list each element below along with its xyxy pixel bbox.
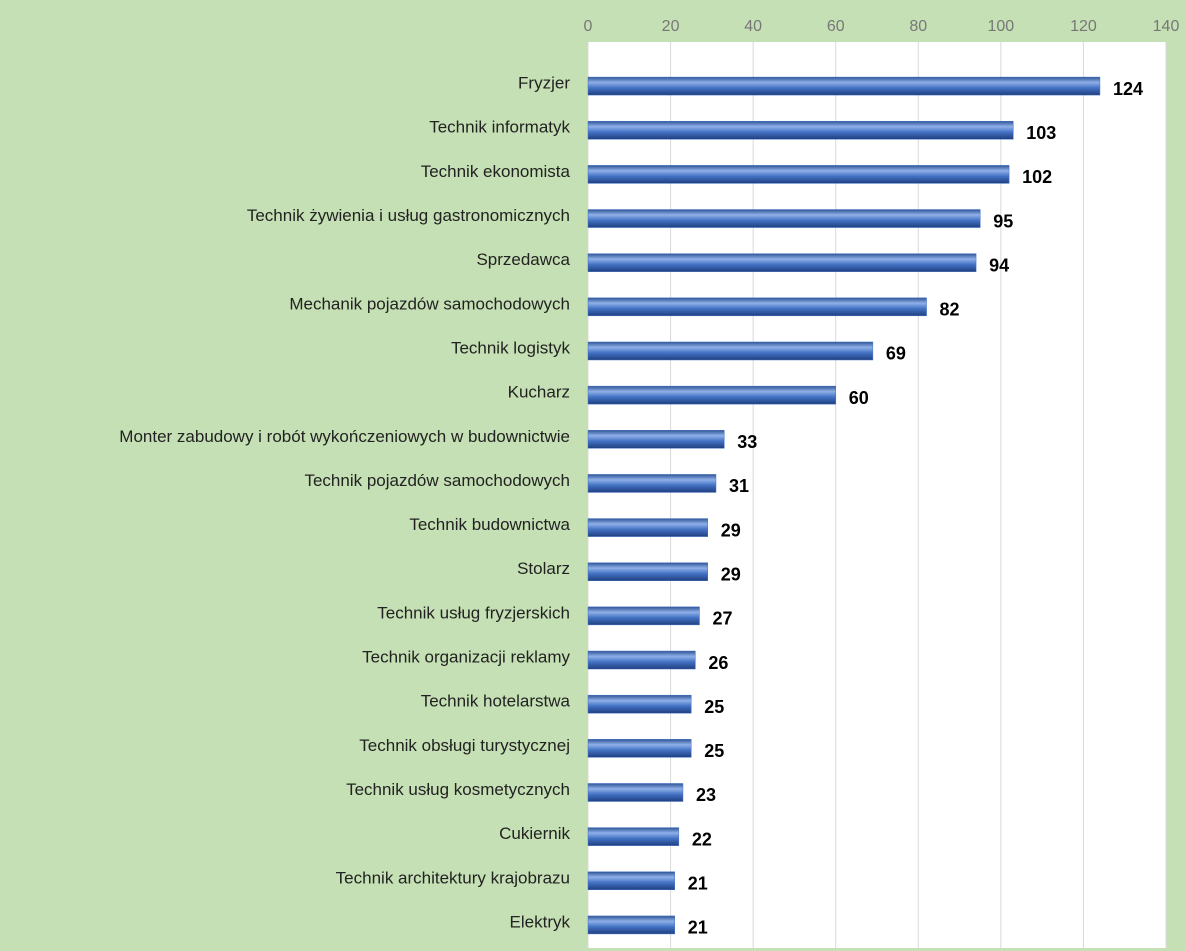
- y-tick-label: Technik informatyk: [429, 118, 570, 137]
- data-label: 60: [849, 388, 869, 408]
- y-tick-label: Technik budownictwa: [409, 515, 570, 534]
- bar: [587, 165, 1010, 184]
- y-tick-label: Kucharz: [508, 383, 570, 402]
- y-tick-label: Mechanik pojazdów samochodowych: [289, 294, 570, 313]
- y-tick-label: Technik usług kosmetycznych: [346, 780, 570, 799]
- x-tick-label: 0: [584, 18, 593, 35]
- data-label: 33: [737, 432, 757, 452]
- bar: [587, 474, 717, 493]
- x-tick-label: 40: [744, 18, 762, 35]
- x-tick-label: 100: [988, 18, 1015, 35]
- bar: [587, 430, 725, 449]
- data-label: 102: [1022, 167, 1052, 187]
- data-label: 26: [708, 653, 728, 673]
- data-label: 21: [688, 874, 708, 894]
- bar: [587, 76, 1101, 96]
- y-tick-label: Technik architektury krajobrazu: [336, 868, 570, 887]
- bar: [587, 297, 927, 317]
- data-label: 29: [721, 520, 741, 540]
- y-tick-label: Cukiernik: [499, 824, 570, 843]
- data-label: 103: [1026, 123, 1056, 143]
- bar: [587, 871, 675, 891]
- bar: [587, 341, 874, 361]
- x-tick-label: 140: [1153, 18, 1180, 35]
- y-tick-label: Elektryk: [510, 912, 571, 931]
- x-tick-label: 20: [662, 18, 680, 35]
- bar: [587, 783, 684, 802]
- data-label: 69: [886, 344, 906, 364]
- data-label: 31: [729, 476, 749, 496]
- y-tick-label: Technik organizacji reklamy: [362, 648, 570, 667]
- data-label: 23: [696, 785, 716, 805]
- y-tick-label: Monter zabudowy i robót wykończeniowych …: [119, 427, 570, 446]
- data-label: 25: [704, 741, 724, 761]
- y-tick-label: Fryzjer: [518, 74, 570, 93]
- bar: [587, 253, 977, 272]
- y-tick-label: Technik pojazdów samochodowych: [304, 471, 570, 490]
- y-tick-label: Technik logistyk: [451, 338, 571, 357]
- y-tick-label: Technik hotelarstwa: [421, 692, 571, 711]
- data-label: 25: [704, 697, 724, 717]
- data-label: 21: [688, 918, 708, 938]
- x-tick-label: 80: [909, 18, 927, 35]
- data-label: 124: [1113, 79, 1143, 99]
- bar: [587, 120, 1014, 140]
- data-label: 27: [712, 609, 732, 629]
- x-tick-label: 60: [827, 18, 845, 35]
- bar: [587, 606, 700, 626]
- bar: [587, 209, 981, 228]
- bar: [587, 385, 836, 405]
- bar: [587, 650, 696, 670]
- y-tick-label: Technik usług fryzjerskich: [377, 603, 570, 622]
- bar: [587, 694, 692, 714]
- data-label: 22: [692, 829, 712, 849]
- plot-area: [588, 42, 1166, 948]
- data-label: 94: [989, 255, 1009, 275]
- bar: [587, 518, 708, 537]
- bar: [587, 562, 708, 581]
- bar: [587, 739, 692, 758]
- y-tick-label: Sprzedawca: [476, 250, 570, 269]
- bar: [587, 827, 680, 846]
- y-tick-label: Technik obsługi turystycznej: [359, 736, 570, 755]
- data-label: 95: [993, 211, 1013, 231]
- bar: [587, 915, 675, 935]
- data-label: 82: [940, 300, 960, 320]
- y-tick-label: Technik żywienia i usług gastronomicznyc…: [247, 206, 570, 225]
- x-tick-label: 120: [1070, 18, 1097, 35]
- y-tick-label: Stolarz: [517, 559, 570, 578]
- data-label: 29: [721, 564, 741, 584]
- y-tick-label: Technik ekonomista: [421, 162, 571, 181]
